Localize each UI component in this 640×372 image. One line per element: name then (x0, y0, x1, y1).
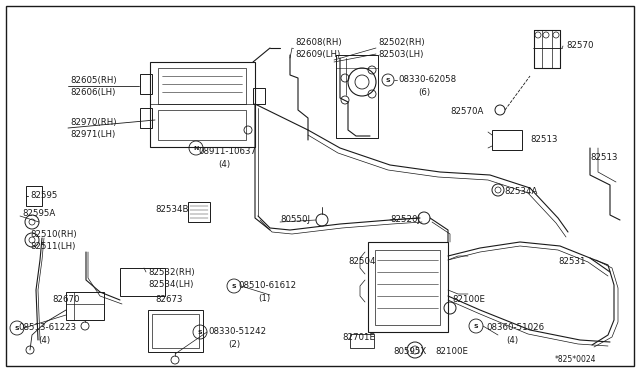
Text: 08510-61612: 08510-61612 (238, 282, 296, 291)
Bar (26, 186, 42, 206)
Bar (375, 250, 440, 325)
Bar (120, 268, 165, 296)
Text: (1): (1) (258, 294, 270, 302)
Text: 82609(LH): 82609(LH) (295, 49, 340, 58)
Bar (253, 88, 265, 104)
Text: 08513-61223: 08513-61223 (18, 324, 76, 333)
Bar (152, 314, 199, 348)
Text: 82520J: 82520J (390, 215, 420, 224)
Text: 82513: 82513 (530, 135, 557, 144)
Text: (6): (6) (418, 87, 430, 96)
Text: 82701E: 82701E (342, 334, 375, 343)
Bar (368, 242, 448, 332)
Text: 82100E: 82100E (452, 295, 485, 305)
Bar (66, 292, 104, 320)
Bar (148, 310, 203, 352)
Text: 82511(LH): 82511(LH) (30, 241, 76, 250)
Text: 08360-51026: 08360-51026 (486, 324, 544, 333)
Bar (150, 62, 255, 147)
Text: 08911-10637: 08911-10637 (198, 148, 256, 157)
Text: 82673: 82673 (155, 295, 182, 305)
Text: 82608(RH): 82608(RH) (295, 38, 342, 46)
Text: 80595X: 80595X (393, 347, 426, 356)
Text: 82971(LH): 82971(LH) (70, 129, 115, 138)
Bar (492, 130, 522, 150)
Text: S: S (198, 330, 202, 334)
Text: 82534(LH): 82534(LH) (148, 279, 193, 289)
Text: 82570: 82570 (566, 42, 593, 51)
Bar (158, 110, 246, 140)
Text: N: N (193, 145, 198, 151)
Bar (158, 68, 246, 104)
Text: (4): (4) (218, 160, 230, 169)
Text: 82595: 82595 (30, 192, 58, 201)
Text: S: S (386, 77, 390, 83)
Text: S: S (474, 324, 478, 328)
Text: (4): (4) (38, 336, 50, 344)
Bar (140, 108, 152, 128)
Bar (350, 334, 374, 348)
Text: 82534A: 82534A (504, 187, 538, 196)
Text: 08330-51242: 08330-51242 (208, 327, 266, 337)
Text: S: S (15, 326, 19, 330)
Text: 82670: 82670 (52, 295, 79, 305)
Text: 82570A: 82570A (450, 108, 483, 116)
Text: 82504: 82504 (348, 257, 376, 266)
Text: (2): (2) (228, 340, 240, 349)
Text: 08330-62058: 08330-62058 (398, 76, 456, 84)
Bar (188, 202, 210, 222)
Text: 82531: 82531 (558, 257, 586, 266)
Text: 82970(RH): 82970(RH) (70, 118, 116, 126)
Text: 82502(RH): 82502(RH) (378, 38, 424, 46)
Text: 80550J: 80550J (280, 215, 310, 224)
Text: 82100E: 82100E (435, 347, 468, 356)
Text: 82605(RH): 82605(RH) (70, 76, 116, 84)
Text: 82606(LH): 82606(LH) (70, 87, 115, 96)
Text: 82534B: 82534B (155, 205, 189, 215)
Text: 82510(RH): 82510(RH) (30, 230, 77, 238)
Text: 82503(LH): 82503(LH) (378, 49, 424, 58)
Text: 82513: 82513 (590, 154, 618, 163)
Bar (140, 74, 152, 94)
Text: S: S (232, 283, 236, 289)
Text: (4): (4) (506, 336, 518, 344)
Text: *825*0024: *825*0024 (555, 356, 596, 365)
Text: 82595A: 82595A (22, 209, 55, 218)
Text: 82532(RH): 82532(RH) (148, 267, 195, 276)
